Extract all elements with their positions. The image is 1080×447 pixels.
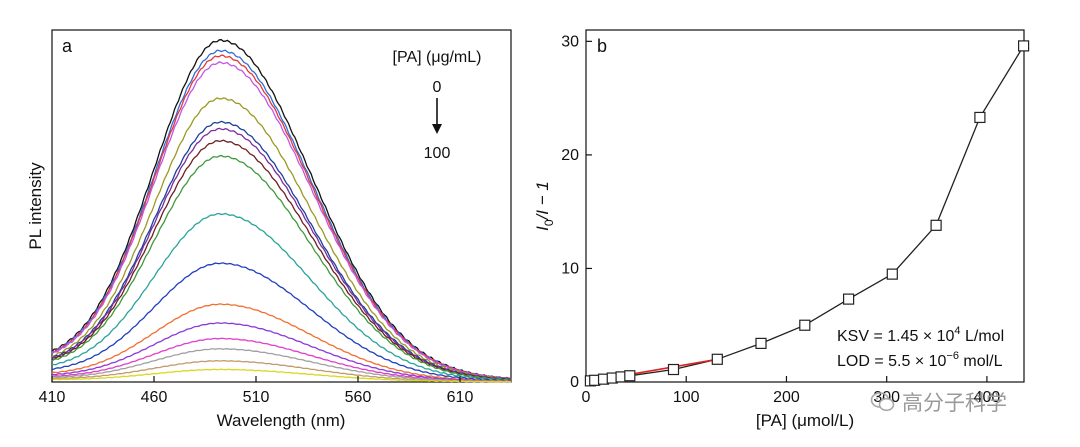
ksv-annotation: KSV = 1.45 × 104 L/mol <box>837 325 1004 345</box>
concentration-end: 100 <box>424 145 451 162</box>
x-axis-label: [PA] (μmol/L) <box>756 411 854 430</box>
plot-frame-b <box>585 29 1025 383</box>
spectrum-line <box>51 262 512 382</box>
data-point <box>930 219 942 231</box>
spectrum-line <box>51 120 512 381</box>
spectrum-line <box>51 212 512 382</box>
spectrum-line <box>51 368 512 383</box>
spectrum-line <box>51 61 512 381</box>
x-tick-label: 410 <box>39 389 66 406</box>
y-label-rest: /I − 1 <box>533 181 552 220</box>
data-point <box>711 353 723 365</box>
ksv-prefix: KSV = 1.45 × 10 <box>837 328 955 345</box>
data-point <box>667 363 680 376</box>
y-tick-label: 0 <box>570 374 579 391</box>
x-tick-label: 610 <box>447 389 474 406</box>
spectrum-line <box>51 49 512 380</box>
spectrum-line <box>51 54 512 381</box>
watermark: 高分子科学 <box>870 384 1007 420</box>
arrow-head-icon <box>432 124 442 134</box>
data-point <box>842 293 855 305</box>
y-axis-label: PL intensity <box>26 162 45 250</box>
spectrum-line <box>51 127 512 381</box>
ksv-unit: L/mol <box>961 328 1005 345</box>
lod-unit: mol/L <box>959 353 1003 370</box>
spectra-group <box>51 39 512 383</box>
data-points <box>584 40 1030 387</box>
lod-exponent: −6 <box>946 350 959 362</box>
watermark-text: 高分子科学 <box>902 392 1007 415</box>
y-tick-label: 30 <box>561 33 579 50</box>
spectrum-line <box>51 154 512 382</box>
x-tick-label: 510 <box>243 389 270 406</box>
spectrum-line <box>51 97 512 381</box>
panel-a: 410 460 510 560 610 a Wavelength (nm) PL int… <box>26 29 512 430</box>
data-point <box>974 111 986 124</box>
concentration-start: 0 <box>433 79 442 96</box>
spectrum-line <box>51 303 512 383</box>
lod-annotation: LOD = 5.5 × 10−6 mol/L <box>837 350 1003 370</box>
y-label-sub: 0 <box>542 219 556 226</box>
data-point <box>1017 40 1030 52</box>
plot-frame-a <box>51 29 512 383</box>
spectrum-line <box>51 359 512 383</box>
y-axis-label: I0/I − 1 <box>533 181 556 231</box>
spectrum-line <box>51 337 512 383</box>
panel-label: b <box>597 36 607 56</box>
concentration-title: [PA] (μg/mL) <box>393 49 482 66</box>
x-tick-label: 200 <box>773 389 800 406</box>
spectrum-line <box>51 139 511 381</box>
ksv-exponent: 4 <box>954 325 960 337</box>
x-tick-label: 560 <box>345 389 372 406</box>
lod-prefix: LOD = 5.5 × 10 <box>837 353 947 370</box>
y-label-main: I <box>533 226 552 231</box>
data-point <box>799 319 811 331</box>
y-tick-label: 20 <box>561 147 579 164</box>
x-tick-label: 100 <box>673 389 700 406</box>
data-point <box>624 370 636 382</box>
x-tick-label: 400 <box>974 389 1001 406</box>
x-tick-label: 0 <box>582 389 591 406</box>
x-tick-label: 460 <box>141 389 168 406</box>
panel-label: a <box>62 36 73 56</box>
spectrum-line <box>51 39 512 381</box>
x-axis-ticks-a: 410 460 510 560 610 <box>39 376 474 406</box>
data-point <box>755 337 767 349</box>
y-tick-label: 10 <box>561 260 579 277</box>
x-axis-label: Wavelength (nm) <box>217 411 346 430</box>
data-point <box>886 268 898 280</box>
chat-bubbles-icon <box>870 392 895 412</box>
spectrum-line <box>51 322 512 383</box>
